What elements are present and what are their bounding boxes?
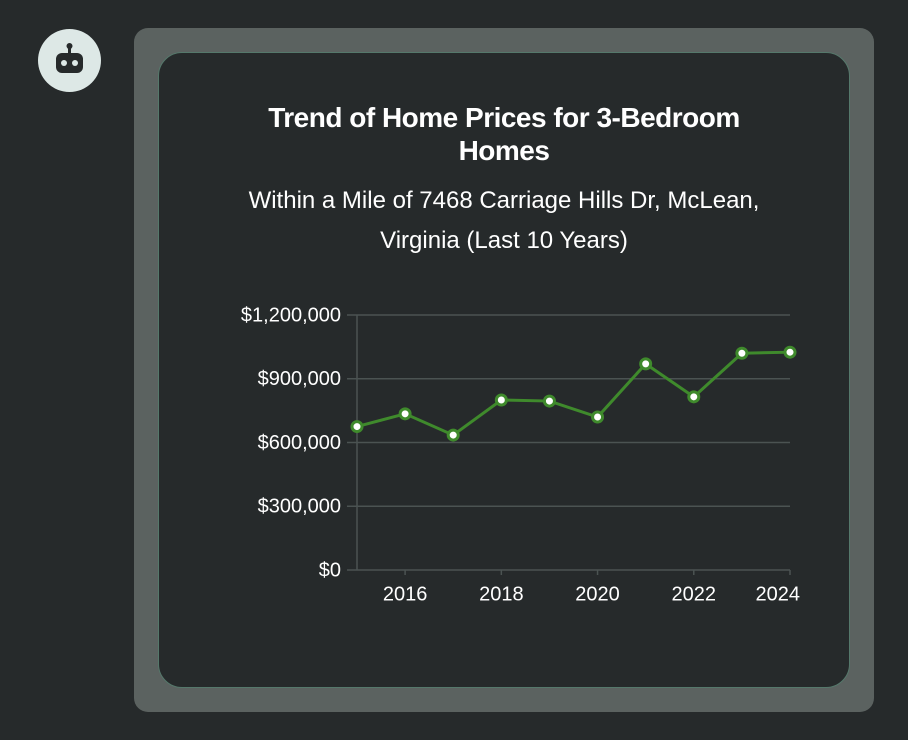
- y-tick-label: $600,000: [258, 432, 341, 454]
- robot-icon: [56, 43, 83, 73]
- assistant-avatar: [38, 29, 101, 92]
- data-point: [591, 410, 605, 424]
- data-point: [494, 393, 508, 407]
- y-tick-label: $0: [319, 559, 341, 581]
- x-tick-label: 2024: [756, 583, 801, 605]
- y-tick-label: $900,000: [258, 368, 341, 390]
- data-point: [350, 420, 364, 434]
- data-point: [639, 357, 653, 371]
- chart-card: [158, 52, 850, 688]
- x-tick-label: 2018: [479, 583, 524, 605]
- x-tick-label: 2022: [672, 583, 717, 605]
- y-tick-label: $300,000: [258, 496, 341, 518]
- x-tick-label: 2020: [575, 583, 620, 605]
- data-point: [446, 428, 460, 442]
- data-point: [735, 346, 749, 360]
- line-series: [356, 350, 791, 437]
- y-tick-label: $1,200,000: [241, 304, 341, 326]
- data-point: [542, 394, 556, 408]
- chart-subtitle: Within a Mile of 7468 Carriage Hills Dr,…: [248, 187, 760, 254]
- data-point: [398, 407, 412, 421]
- x-tick-label: 2016: [383, 583, 428, 605]
- chart-title: Trend of Home Prices for 3-Bedroom Homes: [268, 102, 740, 166]
- data-point: [783, 345, 797, 359]
- data-point: [687, 390, 701, 404]
